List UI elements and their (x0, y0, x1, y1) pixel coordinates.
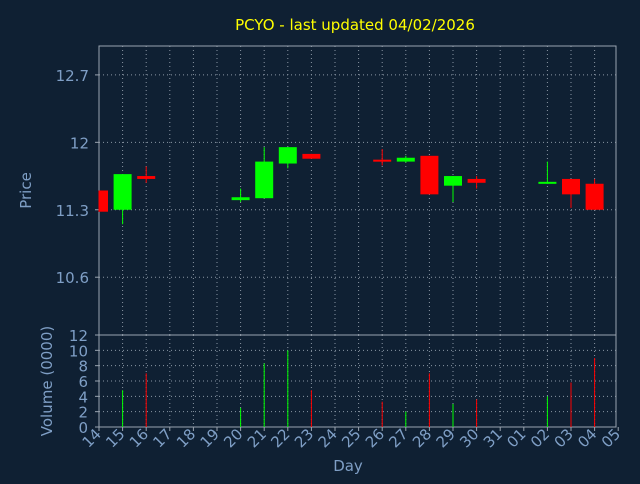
price-y-ticks: 12.7 12 11.3 10.6 (56, 67, 99, 287)
candle-body (99, 190, 108, 212)
x-tick-label: 05 (598, 425, 624, 451)
x-tick-label: 16 (126, 425, 152, 451)
x-tick-label: 24 (315, 425, 341, 451)
candle-14 (98, 190, 108, 212)
candle-26 (373, 149, 392, 166)
candle-body (302, 153, 321, 159)
volume-bar-series (122, 350, 596, 427)
candle-body (373, 159, 392, 162)
x-tick-label: 27 (385, 425, 411, 451)
x-tick-label: 26 (362, 425, 388, 451)
price-tick-label: 11.3 (56, 202, 89, 220)
x-tick-label: 22 (267, 425, 293, 451)
x-tick-label: 23 (291, 425, 317, 451)
price-tick-label: 10.6 (56, 269, 89, 287)
x-tick-label: 20 (220, 425, 246, 451)
x-tick-label: 21 (244, 425, 270, 451)
candle-body (137, 176, 156, 179)
chart-title: PCYO - last updated 04/02/2026 (235, 16, 475, 34)
volume-tick-label: 4 (78, 388, 88, 406)
candle-16 (137, 166, 156, 183)
candle-22 (278, 147, 297, 169)
candle-body (467, 178, 486, 183)
volume-tick-label: 2 (78, 404, 88, 422)
candle-28 (420, 155, 439, 195)
candle-20 (231, 188, 250, 203)
candle-23 (302, 153, 321, 159)
candlestick-series (98, 147, 604, 225)
x-tick-label: 17 (149, 425, 175, 451)
x-tick-label: 01 (503, 425, 529, 451)
x-tick-label: 30 (456, 425, 482, 451)
candle-15 (113, 174, 132, 225)
x-tick-label: 02 (527, 425, 553, 451)
price-grid (99, 46, 616, 335)
candle-body (255, 161, 274, 199)
volume-tick-label: 12 (69, 327, 88, 345)
candle-29 (444, 176, 462, 203)
candle-body (538, 181, 557, 184)
price-axis-label: Price (17, 172, 35, 209)
volume-grid (99, 335, 616, 427)
candle-30 (467, 176, 486, 189)
candle-body (444, 176, 462, 186)
candle-21 (255, 147, 274, 199)
volume-tick-label: 10 (69, 342, 88, 360)
volume-axis-label: Volume (0000) (38, 326, 56, 436)
x-tick-label: 28 (409, 425, 435, 451)
candle-27 (396, 155, 415, 163)
candle-body (396, 157, 415, 162)
candle-body (585, 183, 604, 210)
candle-body (562, 178, 580, 195)
x-tick-label: 03 (551, 425, 577, 451)
price-plot-frame (98, 45, 617, 336)
x-tick-label: 31 (480, 425, 506, 451)
x-axis-ticks: 1415161718192021222324252627282930310102… (79, 425, 624, 451)
volume-tick-label: 8 (78, 358, 88, 376)
x-tick-label: 25 (338, 425, 364, 451)
x-tick-label: 18 (173, 425, 199, 451)
volume-tick-label: 6 (78, 373, 88, 391)
volume-tick-label: 0 (78, 419, 88, 437)
price-tick-label: 12.7 (56, 67, 89, 85)
x-axis-label: Day (333, 457, 363, 475)
candle-02 (538, 161, 557, 184)
candle-body (278, 147, 297, 164)
candle-body (420, 155, 439, 195)
candle-body (231, 197, 250, 201)
price-tick-label: 12 (70, 134, 89, 152)
x-tick-label: 29 (433, 425, 459, 451)
x-tick-label: 19 (197, 425, 223, 451)
candle-03 (562, 178, 580, 208)
x-tick-label: 15 (102, 425, 128, 451)
candle-body (113, 174, 132, 210)
candle-04 (585, 178, 604, 210)
x-tick-label: 04 (574, 425, 600, 451)
volume-plot-frame (98, 334, 617, 428)
